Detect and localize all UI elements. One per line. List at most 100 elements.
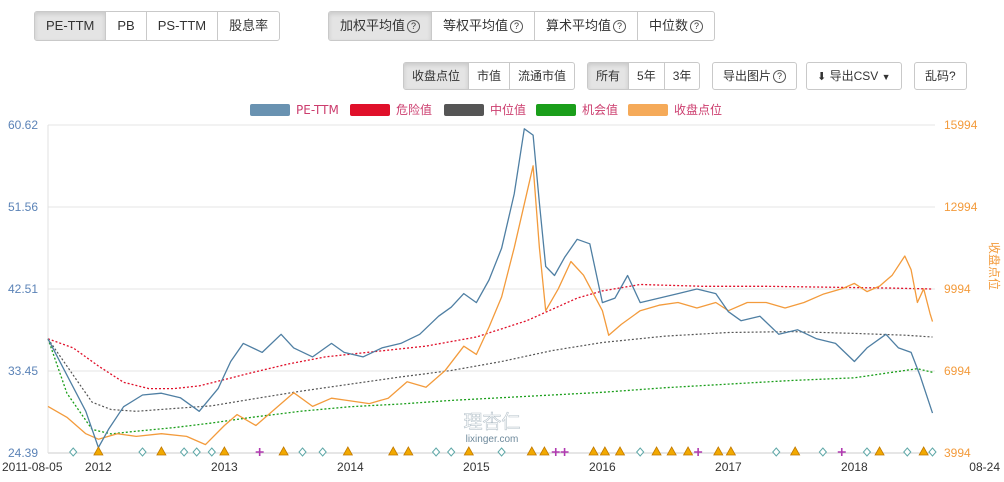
event-marker-plus [255,448,264,456]
help-icon[interactable]: ? [613,20,627,33]
series-line-chance-value [47,338,933,435]
event-marker-triangle [278,446,289,456]
garbled-text-button[interactable]: 乱码? [914,62,967,90]
help-icon[interactable]: ? [690,20,704,33]
legend-swatch-danger-value [350,104,390,116]
export-image-label: 导出图片 [723,69,772,83]
garbled-text-label: 乱码? [925,69,956,83]
event-marker-diamond [497,447,506,457]
legend-swatch-pe-ttm [250,104,290,116]
tab-arithmetic-average[interactable]: 算术平均值? [535,12,639,40]
tab-pe-ttm[interactable]: PE-TTM [35,12,107,40]
series-line-close-index [47,165,934,446]
legend-label-median-value: 中位值 [490,102,526,117]
y-left-tick-label: 60.62 [8,118,38,132]
y-left-tick-label: 24.39 [8,446,38,460]
x-tick-label: 2016 [589,460,616,474]
event-marker-diamond [447,447,456,457]
tab-market-cap[interactable]: 市值 [469,63,511,89]
tab-range-3y[interactable]: 3年 [672,69,692,83]
event-marker-triangle [588,446,599,456]
legend-label-pe-ttm: PE-TTM [296,103,339,117]
x-tick-label: 2013 [211,460,238,474]
tab-dividend-yield[interactable]: 股息率 [229,18,269,33]
event-marker-diamond [903,447,912,457]
range-toggle: 所有 5年 3年 [587,62,701,90]
event-marker-triangle [682,446,694,456]
tab-equal-weight-average[interactable]: 等权平均值? [432,12,536,40]
chart-gridlines [48,124,935,454]
help-icon[interactable]: ? [407,20,421,33]
event-marker-diamond [772,447,781,457]
event-marker-triangle [874,446,885,456]
tab-close-index[interactable]: 收盘点位 [404,63,470,89]
export-csv-label: 导出CSV [829,69,879,83]
y-left-tick-label: 33.45 [8,364,38,378]
event-marker-triangle [651,446,662,456]
tab-ps-ttm[interactable]: PS-TTM [147,12,219,40]
event-marker-plus [551,448,560,456]
event-marker-plus [694,448,703,456]
tab-range-5y[interactable]: 5年 [629,63,665,89]
tab-median[interactable]: 中位数? [638,12,714,40]
legend-label-close-index: 收盘点位 [674,102,722,117]
x-tick-label: 2014 [337,460,364,474]
y-right-axis-label: 收盘点位 [987,242,1002,290]
event-marker-plus [560,448,569,456]
series-toggle: 收盘点位 市值 流通市值 [403,62,576,90]
series-line-danger-value [47,283,933,390]
average-toggle: 加权平均值? 等权平均值? 算术平均值? 中位数? [328,11,716,41]
legend-label-danger-value: 危险值 [396,102,432,117]
y-right-tick-label: 3994 [944,446,971,460]
event-marker-diamond [318,447,327,457]
event-marker-triangle [342,446,354,456]
y-left-tick-label: 42.51 [8,282,38,296]
event-marker-diamond [207,447,216,457]
event-marker-diamond [298,447,307,457]
event-marker-triangle [403,446,414,456]
download-icon: ⬇ [817,71,827,83]
chart-lines [47,128,934,449]
x-tick-label: 2015 [463,460,490,474]
event-marker-triangle [666,446,677,456]
event-marker-triangle [713,446,724,456]
export-csv-button[interactable]: ⬇ 导出CSV ▼ [806,62,902,90]
event-marker-diamond [818,447,828,457]
help-icon: ? [773,70,787,83]
watermark-logo: 理杏仁 [463,411,520,433]
tab-weighted-average[interactable]: 加权平均值? [329,12,433,40]
series-line-median-value [47,331,933,412]
event-marker-plus [837,448,846,456]
event-marker-diamond [928,447,937,457]
y-left-tick-label: 51.56 [8,200,38,214]
event-marker-triangle [526,446,538,456]
event-marker-triangle [614,446,626,456]
x-tick-label: 2017 [715,460,742,474]
chart-axes: 60.62 15994 51.56 12994 42.51 9994 33.45 6994 24… [2,118,1002,474]
y-right-tick-label: 12994 [944,200,978,214]
legend-swatch-close-index [628,104,668,116]
tab-pb[interactable]: PB [106,12,147,40]
event-marker-triangle [725,446,737,456]
event-marker-triangle [539,446,550,456]
tab-equal-weight-average-label: 等权平均值 [443,18,509,33]
event-marker-diamond [431,447,441,457]
tab-median-label: 中位数 [649,18,689,33]
x-tick-label: 2018 [841,460,868,474]
x-tick-label: 08-24 [969,460,1000,474]
tab-float-market-cap[interactable]: 流通市值 [518,69,567,83]
tab-weighted-average-label: 加权平均值 [340,18,406,33]
tab-range-all[interactable]: 所有 [588,63,630,89]
export-image-button[interactable]: 导出图片? [712,62,798,90]
event-marker-diamond [179,447,189,457]
y-right-tick-label: 6994 [944,364,971,378]
y-right-tick-label: 9994 [944,282,971,296]
event-marker-triangle [599,446,611,456]
help-icon[interactable]: ? [510,20,524,33]
event-marker-triangle [463,446,475,456]
legend-label-chance-value: 机会值 [582,102,618,117]
tab-arithmetic-average-label: 算术平均值 [546,18,612,33]
y-right-tick-label: 15994 [944,118,978,132]
